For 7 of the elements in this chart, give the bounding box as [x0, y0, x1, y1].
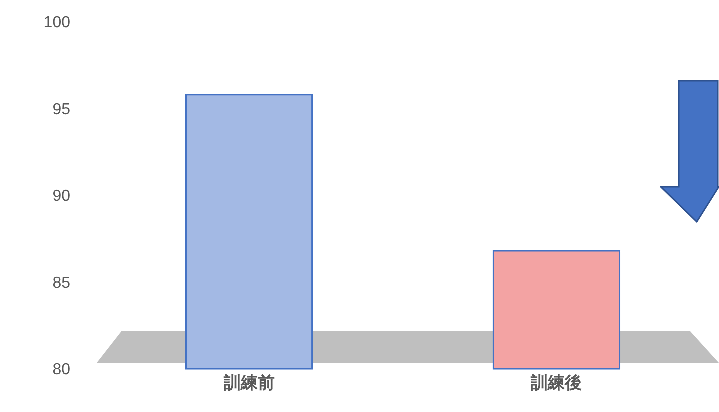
x-tick-label: 訓練前: [222, 374, 275, 392]
y-tick-label: 95: [52, 101, 71, 118]
y-tick-label: 85: [52, 274, 71, 292]
y-tick-label: 90: [52, 188, 71, 205]
x-tick-label: 訓練後: [530, 374, 582, 392]
y-tick-label: 100: [44, 14, 71, 32]
y-tick-label: 80: [52, 362, 71, 378]
